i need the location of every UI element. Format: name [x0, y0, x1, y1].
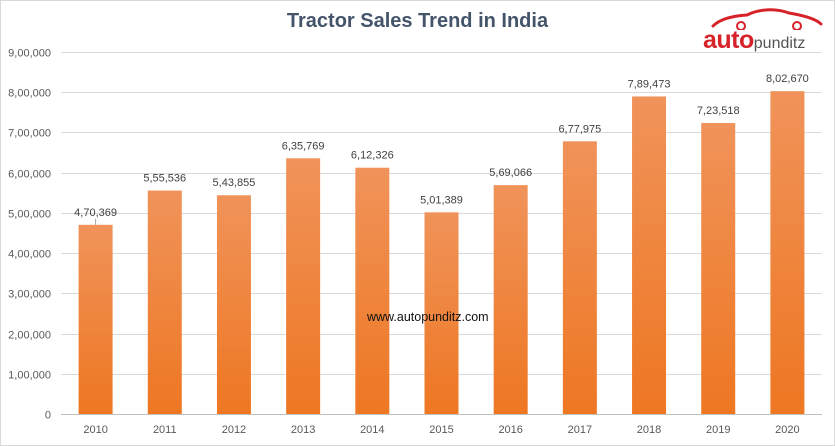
- y-tick-label: 8,00,000: [8, 88, 51, 100]
- watermark-url: www.autopunditz.com: [367, 310, 489, 324]
- data-label-2011: 5,55,536: [143, 173, 186, 185]
- y-tick-label: 9,00,000: [8, 48, 51, 60]
- car-icon: [711, 8, 823, 30]
- bar-2010: [78, 224, 113, 414]
- data-label-2014: 6,12,326: [351, 150, 394, 162]
- data-label-2010: 4,70,369: [74, 207, 117, 219]
- x-tick-label-2010: 2010: [83, 424, 107, 436]
- x-tick-label-2017: 2017: [568, 424, 592, 436]
- data-label-2019: 7,23,518: [697, 105, 740, 117]
- bar-2019: [701, 122, 736, 414]
- x-tick-label-2020: 2020: [775, 424, 799, 436]
- x-tick-label-2015: 2015: [429, 424, 453, 436]
- x-tick-label-2019: 2019: [706, 424, 730, 436]
- bar-2011: [147, 190, 182, 414]
- x-tick-label-2016: 2016: [498, 424, 522, 436]
- logo-text-sub: punditz: [753, 35, 806, 52]
- data-label-2020: 8,02,670: [766, 73, 809, 85]
- y-tick-label: 5,00,000: [8, 209, 51, 221]
- bars: [78, 91, 805, 415]
- logo-wordmark: autopunditz: [703, 26, 805, 55]
- data-label-2012: 5,43,855: [213, 177, 256, 189]
- x-tick-label-2014: 2014: [360, 424, 384, 436]
- data-label-2017: 6,77,975: [558, 123, 601, 135]
- data-label-2015: 5,01,389: [420, 194, 463, 206]
- x-tick-label-2018: 2018: [637, 424, 661, 436]
- bar-2014: [355, 167, 390, 414]
- x-axis: 2010 2011 2012 2013 2014 2015 2016 2017 2018 2019…: [83, 424, 799, 436]
- bar-2012: [216, 195, 251, 414]
- bar-2015: [424, 212, 459, 414]
- x-tick-label-2011: 2011: [153, 424, 177, 436]
- bar-2018: [632, 96, 667, 414]
- y-axis: 0 1,00,000 2,00,000 3,00,000 4,00,000 5,00,00…: [8, 48, 51, 422]
- data-labels: 4,70,369 5,55,536 5,43,855 6,35,769 6,12,326…: [74, 73, 809, 225]
- y-tick-label: 6,00,000: [8, 169, 51, 181]
- chart-title: Tractor Sales Trend in India: [286, 10, 549, 32]
- bar-2020: [770, 91, 805, 415]
- data-label-2016: 5,69,066: [489, 167, 532, 179]
- y-tick-label: 0: [45, 410, 51, 422]
- bar-2017: [562, 141, 597, 414]
- bar-2013: [286, 158, 321, 414]
- y-tick-label: 3,00,000: [8, 289, 51, 301]
- autopunditz-logo: autopunditz: [703, 6, 831, 55]
- y-tick-label: 7,00,000: [8, 128, 51, 140]
- x-tick-label-2013: 2013: [291, 424, 315, 436]
- logo-text-main: auto: [703, 26, 754, 54]
- x-tick-label-2012: 2012: [222, 424, 246, 436]
- y-tick-label: 2,00,000: [8, 330, 51, 342]
- y-tick-label: 4,00,000: [8, 249, 51, 261]
- bar-2016: [493, 185, 528, 414]
- data-label-2018: 7,89,473: [628, 78, 671, 90]
- y-tick-label: 1,00,000: [8, 370, 51, 382]
- data-label-2013: 6,35,769: [282, 140, 325, 152]
